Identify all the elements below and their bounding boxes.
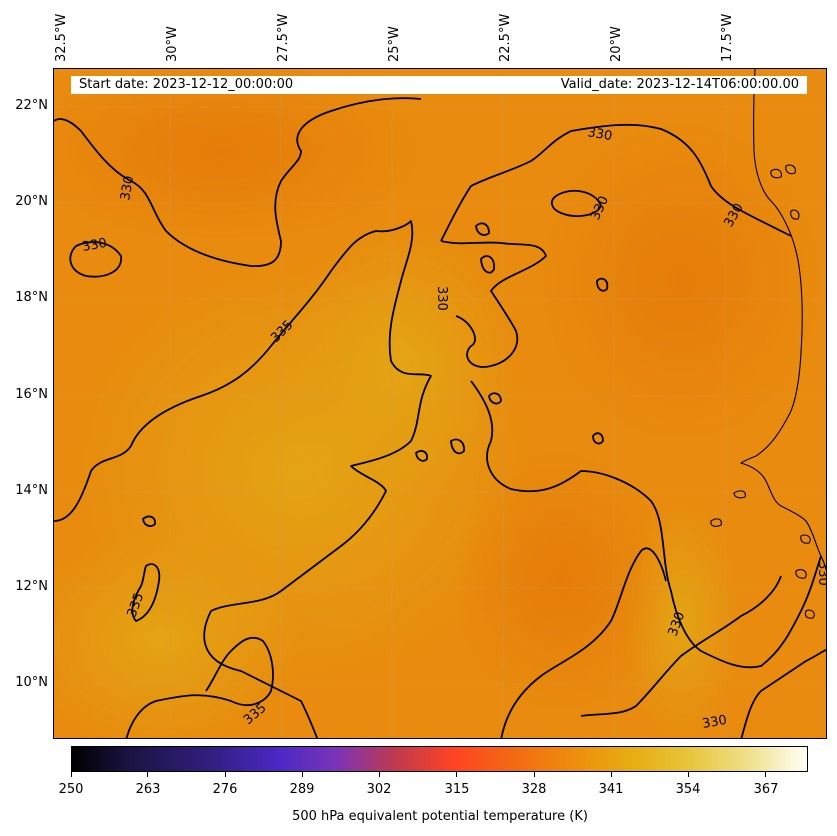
lon-label-27-5w: 27.5°W (276, 13, 291, 62)
contour-label-330-b: 330 (118, 175, 137, 202)
contour-335-small-loop (131, 563, 161, 622)
contour-330-bottom-right (740, 648, 826, 738)
contour-330-mini-7 (415, 450, 428, 462)
valid-date-text: Valid_date: 2023-12-14T06:00:00.00 (560, 77, 799, 92)
field-hot-southeast (451, 451, 671, 711)
lat-label-22n: 22°N (15, 98, 48, 113)
lon-label-32-5w: 32.5°W (54, 13, 69, 62)
colorbar-tickmark-315 (456, 772, 457, 777)
colorbar-tickmark-263 (147, 772, 148, 777)
contour-330-south (500, 547, 667, 738)
colorbar-tickmark-341 (611, 772, 612, 777)
contour-label-330-f: 330 (434, 286, 449, 311)
field-warm-core-central (281, 221, 521, 501)
contour-330-inner (440, 240, 547, 368)
field-hot-east (541, 121, 821, 441)
lon-label-20w: 20°W (609, 26, 624, 62)
lon-label-22-5w: 22.5°W (498, 13, 513, 62)
lon-label-25w: 25°W (387, 26, 402, 62)
contour-330-north (54, 97, 422, 267)
contour-label-330-h: 330 (701, 713, 728, 732)
contour-330-southeast-band (580, 575, 782, 717)
contour-label-330-c: 330 (81, 236, 108, 255)
contour-330-south-east (470, 380, 822, 669)
colorbar-tick-250: 250 (58, 782, 84, 797)
field-warm-core-southwest (54, 531, 301, 738)
colorbar-label: 500 hPa equivalent potential temperature… (292, 809, 588, 824)
colorbar-tick-263: 263 (135, 782, 161, 797)
lat-label-10n: 10°N (15, 675, 48, 690)
contour-330-mini-2 (480, 255, 495, 274)
theta-e-field-map: 330 330 330 330 330 330 330 330 335 335 … (54, 69, 827, 738)
colorbar-tickmark-367 (765, 772, 766, 777)
contour-330-mini-8 (450, 438, 465, 455)
date-info-bar: Start date: 2023-12-12_00:00:00 Valid_da… (71, 76, 807, 94)
colorbar-tick-341: 341 (598, 782, 624, 797)
contour-label-330-a: 330 (586, 125, 613, 144)
colorbar-tick-354: 354 (675, 782, 701, 797)
lat-label-12n: 12°N (15, 579, 48, 594)
contour-330-mini-6 (142, 515, 156, 527)
coastline-cape-verde-2 (710, 518, 722, 527)
coastline-islands-east (770, 164, 815, 619)
contour-330-mini-3 (596, 277, 609, 292)
colorbar-tickmark-354 (688, 772, 689, 777)
map-panel: 330 330 330 330 330 330 330 330 335 335 … (53, 68, 827, 739)
lat-label-16n: 16°N (15, 387, 48, 402)
contour-330-east-loop (550, 189, 602, 217)
colorbar-tickmark-250 (71, 772, 72, 777)
colorbar-tick-367: 367 (753, 782, 779, 797)
contour-335-main (54, 220, 432, 738)
coastline (710, 69, 826, 619)
lat-label-18n: 18°N (15, 290, 48, 305)
colorbar-tickmark-328 (534, 772, 535, 777)
coastline-cape-verde-1 (733, 490, 746, 499)
lon-label-17-5w: 17.5°W (720, 13, 735, 62)
colorbar-tick-276: 276 (212, 782, 238, 797)
contour-lines (54, 97, 826, 738)
contour-330-mini-5 (592, 432, 604, 445)
colorbar-tickmark-302 (379, 772, 380, 777)
lat-label-20n: 20°N (15, 194, 48, 209)
colorbar-tick-302: 302 (366, 782, 392, 797)
colorbar-tick-289: 289 (289, 782, 315, 797)
contour-330-mini-4 (488, 392, 502, 405)
contour-330-mini-1 (475, 222, 490, 236)
contour-335-southwest (125, 636, 274, 738)
colorbar-tick-315: 315 (444, 782, 470, 797)
coastline-west-africa (739, 69, 826, 572)
contour-330-west-loop (69, 241, 122, 278)
contour-330-central (440, 123, 792, 242)
lon-label-30w: 30°W (165, 26, 180, 62)
colorbar-tickmark-276 (225, 772, 226, 777)
start-date-text: Start date: 2023-12-12_00:00:00 (79, 77, 294, 92)
lat-label-14n: 14°N (15, 483, 48, 498)
contour-label-330-i: 330 (815, 561, 827, 586)
colorbar-tick-328: 328 (521, 782, 547, 797)
colorbar (71, 746, 808, 772)
colorbar-tickmark-289 (302, 772, 303, 777)
